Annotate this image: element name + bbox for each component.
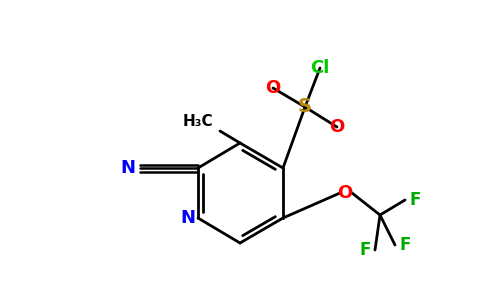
Text: F: F — [359, 241, 371, 259]
Text: O: O — [265, 79, 281, 97]
Text: N: N — [181, 209, 196, 227]
Text: S: S — [298, 98, 312, 116]
Text: N: N — [121, 159, 136, 177]
Text: O: O — [330, 118, 345, 136]
Text: O: O — [337, 184, 353, 202]
Text: F: F — [399, 236, 411, 254]
Text: F: F — [409, 191, 421, 209]
Text: Cl: Cl — [310, 59, 330, 77]
Text: H₃C: H₃C — [182, 113, 213, 128]
